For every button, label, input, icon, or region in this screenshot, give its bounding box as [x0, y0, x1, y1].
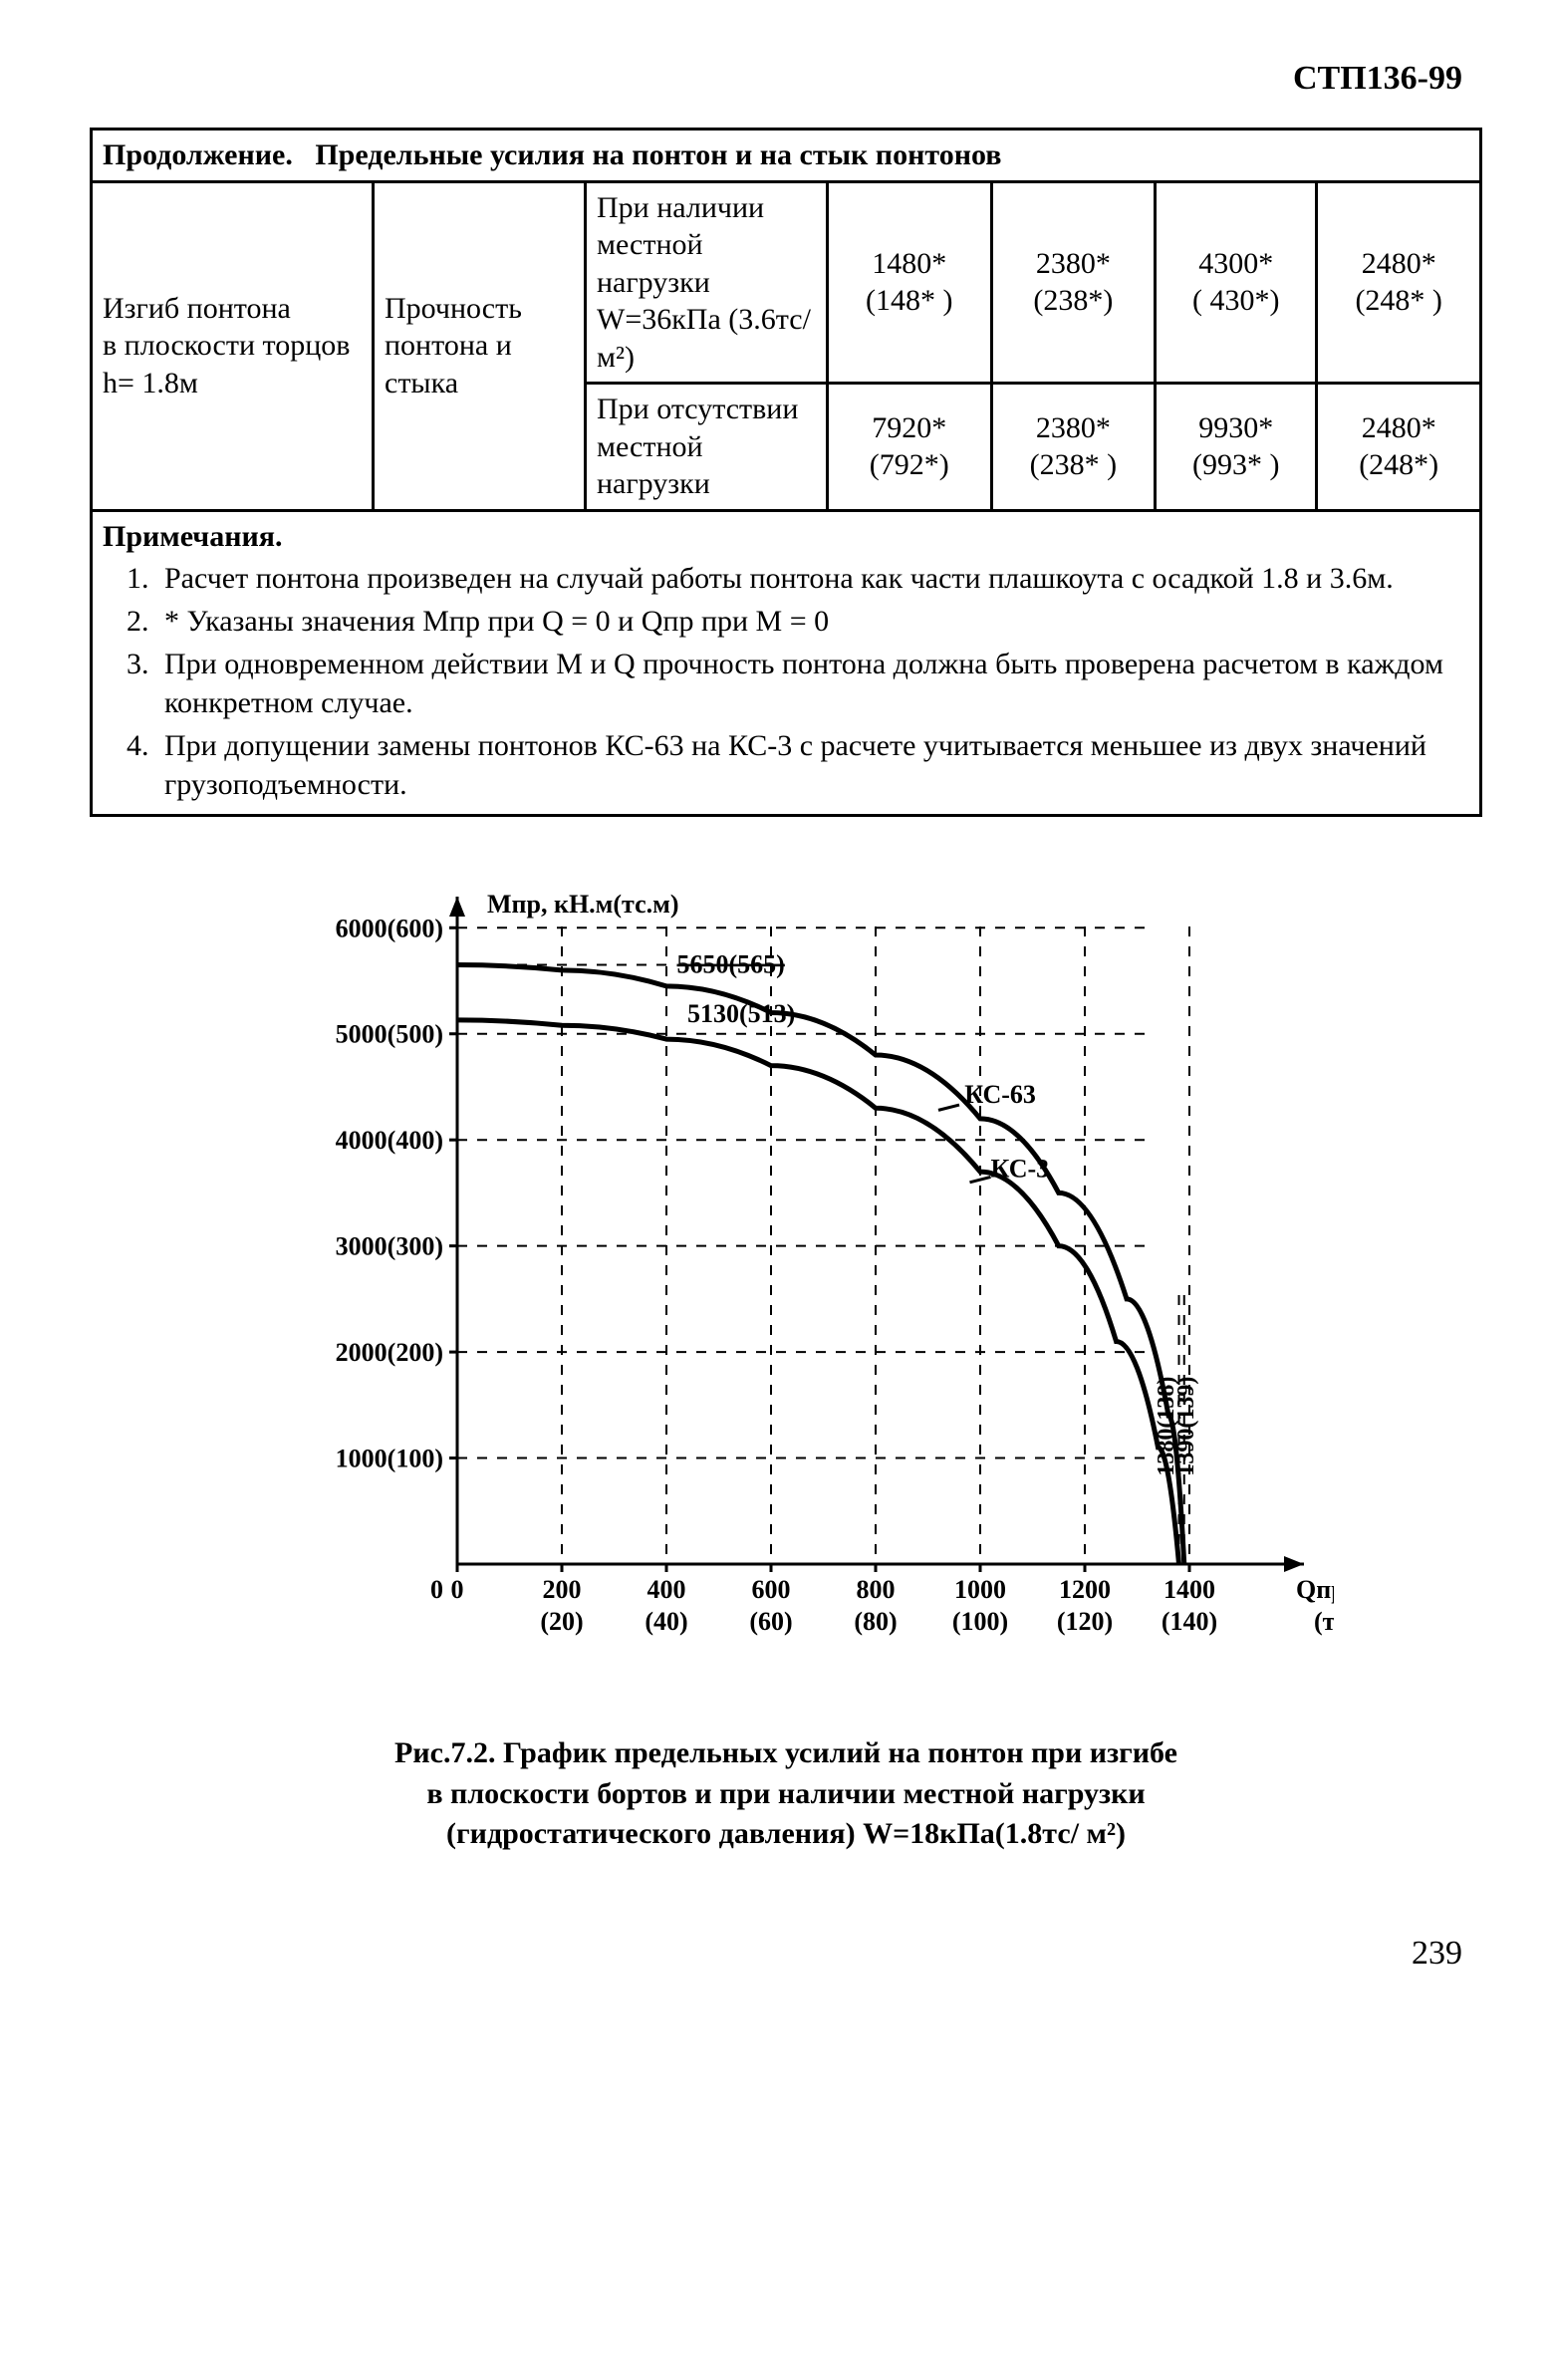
figure-caption: Рис.7.2. График предельных усилий на пон… [238, 1733, 1334, 1855]
page-number: 239 [90, 1935, 1462, 1973]
value: 9930* [1198, 411, 1273, 444]
value: 2380* [1036, 411, 1111, 444]
value-alt: (148* ) [866, 284, 952, 317]
svg-text:1200: 1200 [1059, 1575, 1111, 1604]
cell-cond1: При наличии местной нагрузки W=36кПа (3.… [586, 181, 828, 384]
table-title: Продолжение. Предельные усилия на понтон… [92, 130, 1481, 182]
table-cell: 4300* ( 430*) [1156, 181, 1317, 384]
svg-text:(40): (40) [645, 1607, 687, 1636]
svg-text:400: 400 [647, 1575, 686, 1604]
svg-text:(60): (60) [749, 1607, 792, 1636]
svg-text:(80): (80) [854, 1607, 897, 1636]
value: 2480* [1362, 247, 1436, 280]
svg-text:2000(200): 2000(200) [336, 1338, 443, 1367]
svg-text:1000(100): 1000(100) [336, 1445, 443, 1473]
chart-svg: 1000(100)2000(200)3000(300)4000(400)5000… [238, 877, 1334, 1694]
value-alt: (238* ) [1030, 448, 1117, 481]
note-item: При одновременном действии М и Q прочнос… [156, 645, 1469, 722]
svg-text:1390(139): 1390(139) [1173, 1377, 1199, 1476]
notes-title: Примечания. [103, 518, 1469, 556]
table-cell: 7920* (792*) [828, 384, 992, 511]
limits-table: Продолжение. Предельные усилия на понтон… [90, 128, 1482, 817]
value: 1480* [872, 247, 946, 280]
svg-text:(100): (100) [952, 1607, 1008, 1636]
svg-text:Qпр, кН: Qпр, кН [1296, 1575, 1334, 1604]
table-cell: 2380* (238*) [991, 181, 1156, 384]
note-item: Расчет понтона произведен на случай рабо… [156, 559, 1469, 598]
svg-text:Мпр, кН.м(тс.м): Мпр, кН.м(тс.м) [487, 890, 679, 919]
value-alt: (238*) [1033, 284, 1113, 317]
svg-text:5000(500): 5000(500) [336, 1020, 443, 1049]
value-alt: (248*) [1359, 448, 1438, 481]
svg-text:1400: 1400 [1164, 1575, 1215, 1604]
svg-text:600: 600 [752, 1575, 791, 1604]
value: 2480* [1362, 411, 1436, 444]
table-cell: 2480* (248*) [1317, 384, 1481, 511]
svg-text:1000: 1000 [954, 1575, 1006, 1604]
value-alt: ( 430*) [1192, 284, 1279, 317]
cell-col1: Изгиб понтона в плоскости торцов h= 1.8м [92, 181, 374, 510]
caption-line: в плоскости бортов и при наличии местной… [426, 1777, 1145, 1810]
svg-text:5650(565): 5650(565) [677, 950, 785, 979]
table-cell: 2480* (248* ) [1317, 181, 1481, 384]
value: 7920* [872, 411, 946, 444]
svg-text:4000(400): 4000(400) [336, 1126, 443, 1155]
caption-line: (гидростатического давления) W=18кПа(1.8… [446, 1817, 1126, 1850]
caption-line: Рис.7.2. График предельных усилий на пон… [394, 1736, 1177, 1769]
table-cell: 2380* (238* ) [991, 384, 1156, 511]
notes-cell: Примечания. Расчет понтона произведен на… [92, 510, 1481, 816]
svg-text:(140): (140) [1162, 1607, 1217, 1636]
svg-text:200: 200 [543, 1575, 582, 1604]
svg-text:6000(600): 6000(600) [336, 914, 443, 942]
cell-cond2: При отсутствии местной нагрузки [586, 384, 828, 511]
svg-text:КС-3: КС-3 [991, 1154, 1050, 1183]
value-alt: (993* ) [1192, 448, 1279, 481]
doc-code: СТП136-99 [90, 60, 1462, 98]
svg-text:КС-63: КС-63 [964, 1080, 1036, 1109]
value: 4300* [1198, 247, 1273, 280]
svg-text:0: 0 [451, 1575, 464, 1604]
value-alt: (248* ) [1355, 284, 1441, 317]
note-item: При допущении замены понтонов КС-63 на К… [156, 726, 1469, 804]
chart-figure: 1000(100)2000(200)3000(300)4000(400)5000… [238, 877, 1334, 1694]
svg-text:800: 800 [857, 1575, 896, 1604]
svg-text:0: 0 [430, 1575, 443, 1604]
cell-col2: Прочность понтона и стыка [374, 181, 586, 510]
svg-text:(тс): (тс) [1314, 1607, 1334, 1636]
svg-text:(20): (20) [540, 1607, 583, 1636]
svg-text:5130(513): 5130(513) [687, 999, 795, 1028]
value-alt: (792*) [870, 448, 949, 481]
notes-list: Расчет понтона произведен на случай рабо… [103, 559, 1469, 804]
svg-text:3000(300): 3000(300) [336, 1232, 443, 1261]
table-cell: 1480* (148* ) [828, 181, 992, 384]
svg-text:(120): (120) [1057, 1607, 1113, 1636]
value: 2380* [1036, 247, 1111, 280]
table-cell: 9930* (993* ) [1156, 384, 1317, 511]
note-item: * Указаны значения Мпр при Q = 0 и Qпр п… [156, 602, 1469, 641]
